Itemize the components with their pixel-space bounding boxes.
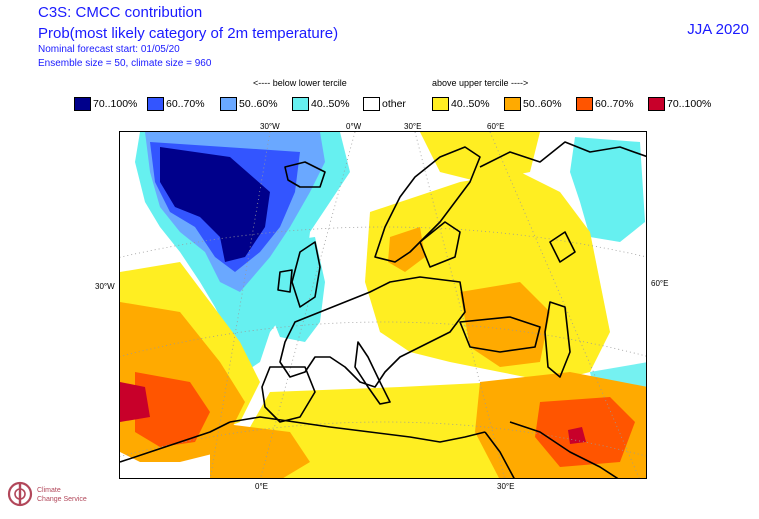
tick-top-30w: 30°W — [260, 122, 280, 131]
below-tercile-caption: <---- below lower tercile — [253, 78, 347, 88]
legend-item: 70..100% — [74, 97, 137, 111]
legend-label: 50..60% — [239, 98, 278, 110]
tick-right-60e: 60°E — [651, 279, 669, 288]
legend-swatch — [74, 97, 91, 111]
legend-label: 60..70% — [166, 98, 205, 110]
tick-left-30w: 30°W — [95, 282, 115, 291]
svg-text:Climate: Climate — [37, 487, 61, 494]
season-label: JJA 2020 — [687, 21, 749, 38]
legend-item: 40..50% — [292, 97, 350, 111]
legend-label: 70..100% — [93, 98, 138, 110]
legend-item: 50..60% — [220, 97, 278, 111]
probability-map — [120, 132, 646, 478]
region-darkred-arabia — [568, 427, 586, 444]
region-orange-caspian — [460, 282, 550, 367]
legend-label: 40..50% — [311, 98, 350, 110]
legend-item: 70..100% — [648, 97, 711, 111]
c3s-logo: Climate Change Service — [4, 476, 104, 514]
region-yellow-east — [365, 172, 610, 382]
tick-top-30e: 30°E — [404, 122, 422, 131]
legend-label: 70..100% — [667, 98, 712, 110]
graticule — [120, 132, 646, 478]
legend-item: 60..70% — [147, 97, 205, 111]
legend-item: 50..60% — [504, 97, 562, 111]
tick-bottom-30e: 30°E — [497, 482, 515, 491]
region-darkred-atlantic — [120, 382, 150, 422]
region-orange-north-africa — [210, 422, 310, 478]
legend-item: 60..70% — [576, 97, 634, 111]
tick-top-0w: 0°W — [346, 122, 362, 131]
legend-label: 50..60% — [523, 98, 562, 110]
legend-swatch — [504, 97, 521, 111]
region-red-middle-east — [535, 397, 635, 467]
legend-swatch — [292, 97, 309, 111]
legend-swatch — [147, 97, 164, 111]
chart-subtitle: Prob(most likely category of 2m temperat… — [38, 25, 339, 42]
coastlines — [120, 141, 646, 478]
legend-item: 40..50% — [432, 97, 490, 111]
legend-label: 60..70% — [595, 98, 634, 110]
legend-item: other — [363, 97, 406, 111]
forecast-start: Nominal forecast start: 01/05/20 — [38, 44, 180, 55]
legend-swatch — [648, 97, 665, 111]
legend-swatch — [432, 97, 449, 111]
legend-label: 40..50% — [451, 98, 490, 110]
c3s-logo-graphic: Climate Change Service — [7, 481, 87, 507]
ensemble-size: Ensemble size = 50, climate size = 960 — [38, 58, 212, 69]
legend-swatch — [363, 97, 380, 111]
legend-swatch — [220, 97, 237, 111]
chart-title: C3S: CMCC contribution — [38, 4, 203, 21]
svg-text:Change Service: Change Service — [37, 496, 87, 503]
legend-label: other — [382, 98, 406, 110]
legend-swatch — [576, 97, 593, 111]
tick-top-60e: 60°E — [487, 122, 505, 131]
above-tercile-caption: above upper tercile ----> — [432, 78, 529, 88]
map-panel — [119, 131, 647, 479]
region-red-iberia-west — [135, 372, 210, 447]
region-cyan-siberia — [570, 137, 645, 242]
region-navy-atlantic — [160, 147, 270, 262]
tick-bottom-0e: 0°E — [255, 482, 268, 491]
